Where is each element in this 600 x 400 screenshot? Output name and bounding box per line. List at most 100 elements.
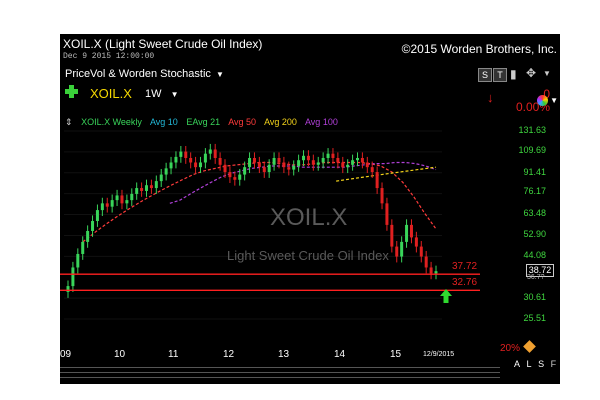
current-date-tick: 12/9/2015 (423, 351, 455, 358)
candle-body (238, 174, 242, 180)
candle-body (272, 157, 276, 165)
candle-body (223, 164, 227, 173)
chart-title: XOIL.X (Light Sweet Crude Oil Index) (63, 37, 263, 51)
bars-icon[interactable]: ▮ (510, 67, 517, 81)
watermark-name: Light Sweet Crude Oil Index (227, 248, 389, 263)
candle-body (135, 188, 139, 194)
bottom-buttons: A L S F (514, 359, 560, 369)
last-price-sub: 36.7? (527, 274, 545, 281)
candle-body (341, 162, 345, 168)
candle-body (346, 164, 350, 168)
time-tick: 14 (334, 349, 346, 360)
last-price-box: 38.72 (526, 264, 554, 277)
candle-body (306, 155, 310, 161)
candle-body (351, 160, 355, 165)
candle-body (385, 203, 389, 225)
price-chart[interactable] (60, 34, 560, 384)
candle-body (336, 157, 340, 163)
candle-body (429, 267, 433, 274)
candle-body (228, 172, 232, 178)
candle-body (125, 200, 129, 204)
candle-body (76, 253, 80, 268)
button-s[interactable]: S (538, 359, 545, 369)
level-label: 32.76 (452, 277, 478, 288)
candle-body (130, 193, 134, 201)
candle-body (213, 149, 217, 158)
candle-body (169, 162, 173, 169)
candle-body (380, 188, 384, 204)
price-tick: 25.51 (523, 313, 546, 323)
candle-body (252, 157, 256, 163)
candle-body (81, 241, 85, 254)
timeframe-value: 1W (145, 88, 162, 100)
candle-body (405, 224, 409, 242)
level-label: 37.72 (452, 261, 478, 272)
candle-body (292, 165, 296, 170)
candle-body (179, 151, 183, 157)
scroll-track[interactable] (60, 377, 500, 378)
s-button[interactable]: S (478, 68, 492, 82)
time-tick: 10 (114, 349, 126, 360)
legend-item: Avg 10 (149, 117, 178, 127)
study-selector[interactable]: PriceVol & Worden Stochastic ▼ (65, 68, 224, 80)
study-name: PriceVol & Worden Stochastic (65, 68, 211, 80)
candle-body (71, 267, 75, 287)
legend-item: EAvg 21 (186, 117, 221, 127)
candle-body (419, 246, 423, 257)
price-tick: 91.41 (523, 167, 546, 177)
candle-body (203, 153, 207, 163)
candle-body (434, 271, 438, 274)
candle-body (95, 210, 99, 222)
candle-body (365, 162, 369, 168)
candle-body (198, 162, 202, 168)
candle-body (164, 168, 168, 175)
chevron-down-icon[interactable]: ▼ (550, 96, 558, 105)
copyright-text: ©2015 Worden Brothers, Inc. (401, 42, 557, 56)
legend: ⇕ XOIL.X Weekly Avg 10 EAvg 21 Avg 50 Av… (65, 117, 344, 128)
button-l[interactable]: L (526, 359, 532, 369)
move-icon[interactable]: ✥ (526, 66, 537, 80)
candle-body (375, 172, 379, 189)
candle-body (149, 185, 153, 189)
candle-body (257, 162, 261, 168)
t-button[interactable]: T (493, 68, 507, 82)
candle-body (331, 153, 335, 158)
candle-body (409, 224, 413, 238)
ma-200-line (336, 166, 437, 182)
candle-body (115, 195, 119, 201)
time-tick: 12 (223, 349, 235, 360)
candle-body (267, 164, 271, 173)
price-tick: 63.48 (523, 208, 546, 218)
candle-body (243, 167, 247, 175)
plus-icon[interactable] (65, 85, 78, 98)
color-wheel-icon[interactable] (537, 95, 548, 106)
price-tick: 131.63 (518, 125, 546, 135)
button-f[interactable]: F (550, 359, 557, 369)
legend-item: Avg 100 (304, 117, 338, 127)
symbol-field[interactable]: XOIL.X (90, 86, 132, 101)
candle-body (194, 162, 198, 168)
chevron-down-icon[interactable]: ▼ (543, 69, 551, 78)
candle-body (154, 181, 158, 189)
candle-body (66, 286, 70, 292)
candle-body (370, 167, 374, 173)
price-tick: 109.69 (518, 145, 546, 155)
button-a[interactable]: A (514, 359, 521, 369)
candle-body (326, 153, 330, 158)
candle-body (184, 151, 188, 158)
down-arrow-icon: ↓ (487, 90, 494, 105)
legend-sort-icon[interactable]: ⇕ (65, 117, 73, 127)
candle-body (390, 224, 394, 247)
candle-body (400, 241, 404, 257)
candle-body (174, 156, 178, 163)
scroll-track[interactable] (60, 367, 500, 373)
time-tick: 13 (278, 349, 290, 360)
candle-body (248, 157, 252, 168)
candle-body (145, 185, 149, 191)
datetime-stamp: Dec 9 2015 12:00:00 (63, 52, 155, 61)
legend-item: Avg 50 (228, 117, 257, 127)
price-tick: 44.08 (523, 250, 546, 260)
legend-item: Avg 200 (264, 117, 297, 127)
timeframe-selector[interactable]: 1W ▼ (145, 88, 178, 100)
watermark-symbol: XOIL.X (270, 204, 348, 231)
